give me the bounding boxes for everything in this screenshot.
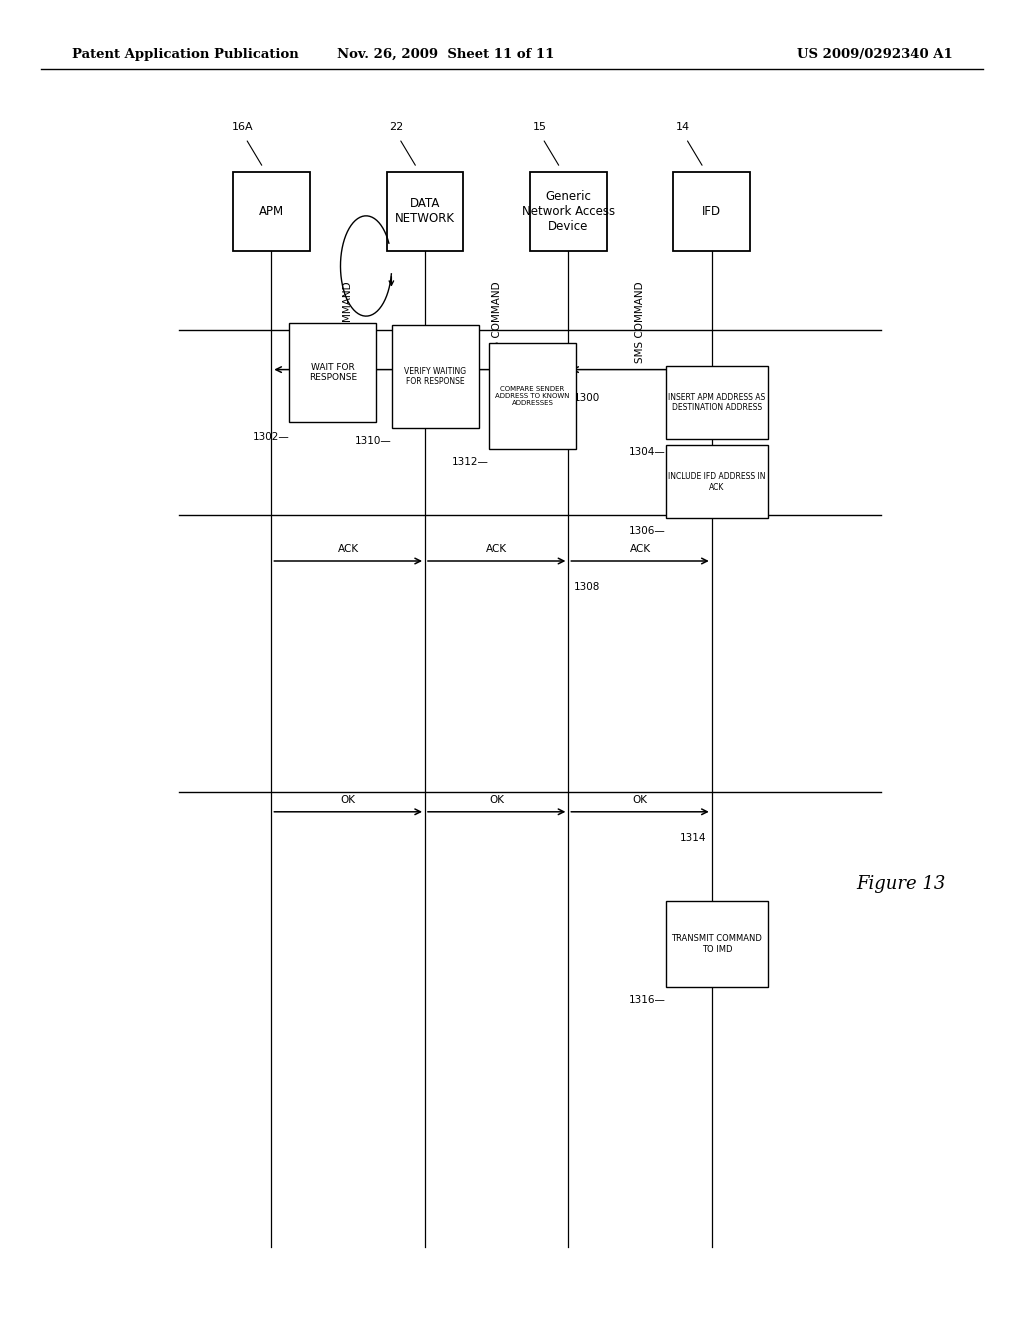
Bar	[489, 343, 575, 449]
Bar	[391, 325, 479, 428]
Text: ACK: ACK	[338, 544, 358, 554]
Text: 1316—: 1316—	[629, 995, 666, 1005]
Text: OK: OK	[489, 795, 504, 805]
Bar	[674, 172, 750, 251]
Text: 1314: 1314	[680, 833, 707, 843]
Text: 16A: 16A	[231, 121, 254, 132]
Text: 1306—: 1306—	[629, 525, 666, 536]
Text: INCLUDE IFD ADDRESS IN
ACK: INCLUDE IFD ADDRESS IN ACK	[668, 473, 766, 491]
Text: OK: OK	[633, 795, 647, 805]
Text: 15: 15	[532, 121, 547, 132]
Text: SMS COMMAND: SMS COMMAND	[492, 281, 502, 363]
Text: 1304—: 1304—	[629, 446, 666, 457]
Text: VERIFY WAITING
FOR RESPONSE: VERIFY WAITING FOR RESPONSE	[404, 367, 466, 385]
Text: INSERT APM ADDRESS AS
DESTINATION ADDRESS: INSERT APM ADDRESS AS DESTINATION ADDRES…	[669, 393, 765, 412]
Text: 1302—: 1302—	[253, 433, 290, 442]
Text: 1312—: 1312—	[452, 457, 489, 467]
Text: ACK: ACK	[630, 544, 650, 554]
Text: ACK: ACK	[486, 544, 507, 554]
Text: SMS COMMAND: SMS COMMAND	[635, 281, 645, 363]
Text: IFD: IFD	[702, 205, 721, 218]
Text: DATA
NETWORK: DATA NETWORK	[395, 197, 455, 226]
Text: Patent Application Publication: Patent Application Publication	[72, 48, 298, 61]
Text: Nov. 26, 2009  Sheet 11 of 11: Nov. 26, 2009 Sheet 11 of 11	[337, 48, 554, 61]
Text: 1300: 1300	[573, 393, 600, 404]
Text: Generic
Network Access
Device: Generic Network Access Device	[522, 190, 614, 232]
Text: COMPARE SENDER
ADDRESS TO KNOWN
ADDRESSES: COMPARE SENDER ADDRESS TO KNOWN ADDRESSE…	[496, 385, 569, 407]
Text: 22: 22	[389, 121, 403, 132]
Text: 14: 14	[676, 121, 690, 132]
Bar	[233, 172, 309, 251]
Text: 1310—: 1310—	[355, 436, 391, 446]
Bar	[666, 902, 768, 987]
Text: Figure 13: Figure 13	[856, 875, 946, 894]
Text: OK: OK	[341, 795, 355, 805]
Bar	[387, 172, 463, 251]
Bar	[290, 323, 377, 422]
Text: WAIT FOR
RESPONSE: WAIT FOR RESPONSE	[309, 363, 356, 381]
Bar	[666, 445, 768, 517]
Text: SMS COMMAND: SMS COMMAND	[343, 281, 353, 363]
Text: 1308: 1308	[573, 582, 600, 593]
Bar	[530, 172, 606, 251]
Text: US 2009/0292340 A1: US 2009/0292340 A1	[797, 48, 952, 61]
Text: TRANSMIT COMMAND
TO IMD: TRANSMIT COMMAND TO IMD	[672, 935, 762, 953]
Text: APM: APM	[259, 205, 284, 218]
Bar	[666, 366, 768, 438]
